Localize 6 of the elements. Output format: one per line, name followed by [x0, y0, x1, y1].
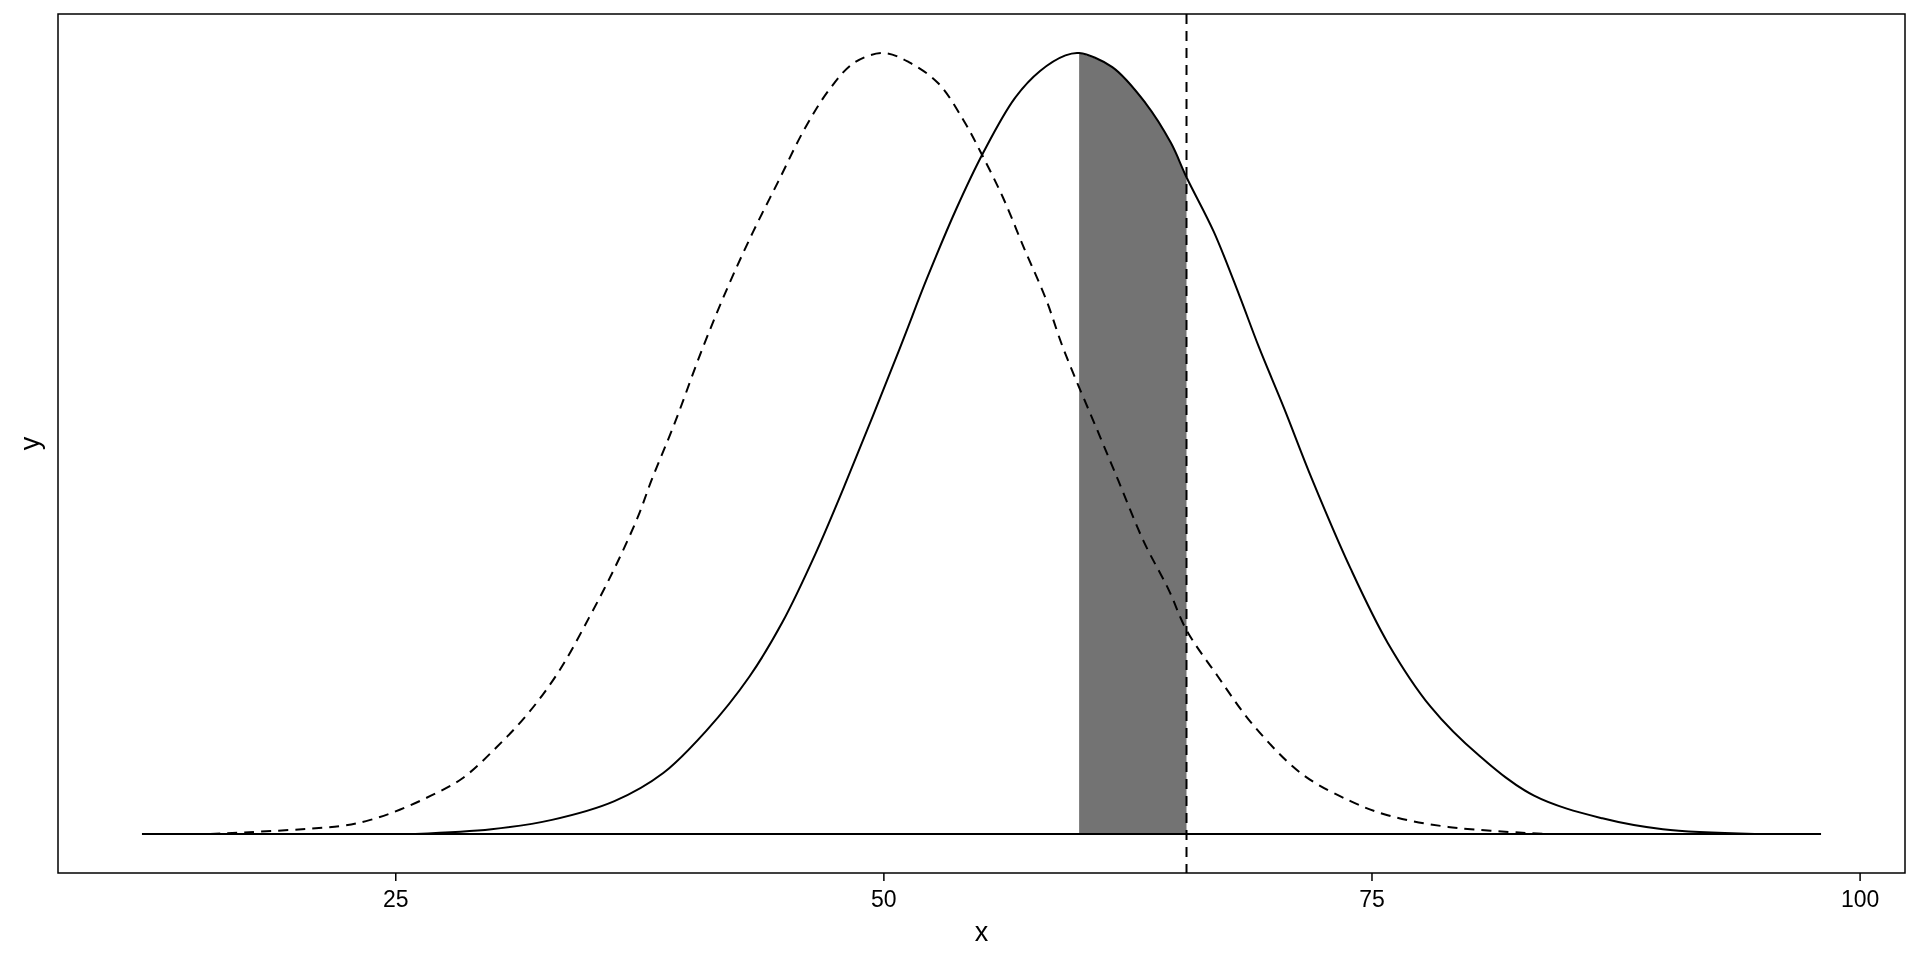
x-tick-label: 50 — [871, 886, 897, 913]
x-tick-label: 25 — [382, 886, 409, 913]
x-tick-label: 100 — [1840, 886, 1880, 913]
x-tick-label: 75 — [1359, 886, 1385, 913]
x-axis-title: x — [974, 917, 989, 948]
y-axis-title: y — [15, 436, 46, 451]
